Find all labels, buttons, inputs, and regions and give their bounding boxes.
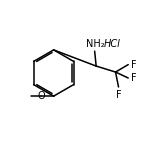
Text: NH₂: NH₂ <box>86 39 105 49</box>
Text: O: O <box>37 91 45 101</box>
Text: F: F <box>131 73 136 83</box>
Text: F: F <box>131 60 136 70</box>
Text: HCl: HCl <box>103 39 120 49</box>
Text: F: F <box>116 90 121 100</box>
